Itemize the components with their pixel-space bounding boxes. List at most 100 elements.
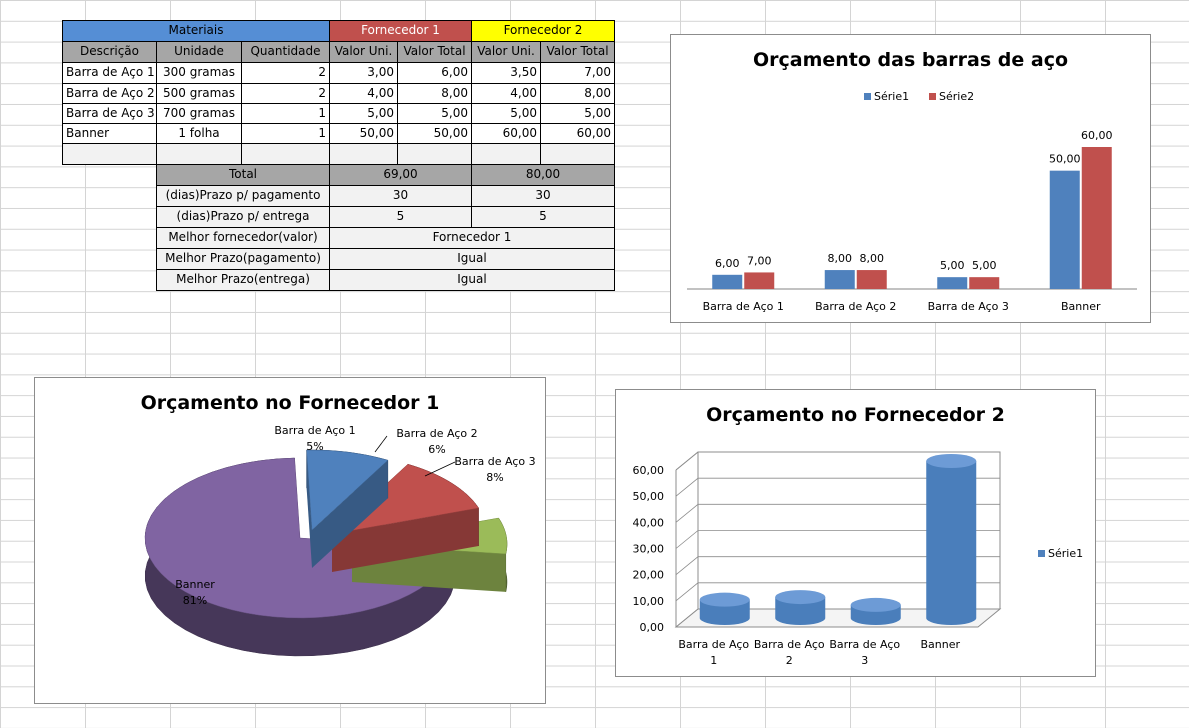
pie-slice-cut <box>332 508 479 572</box>
header-fornecedor2[interactable]: Fornecedor 2 <box>471 20 615 42</box>
data-label: 50,00 <box>1049 153 1081 166</box>
table-cell[interactable]: 5,00 <box>471 103 541 124</box>
legend-label: Série1 <box>1048 547 1083 560</box>
gridline <box>675 530 1000 549</box>
prazo-pagamento-f2[interactable]: 30 <box>471 185 615 207</box>
category-label: Barra de Aço 2 <box>815 300 896 313</box>
prazo-entrega-label[interactable]: (dias)Prazo p/ entrega <box>156 206 330 228</box>
table-cell[interactable]: 4,00 <box>471 83 541 104</box>
table-cell[interactable]: 8,00 <box>397 83 472 104</box>
column <box>699 599 750 625</box>
table-cell[interactable]: Banner <box>62 123 157 144</box>
category-label: 2 <box>786 654 793 667</box>
prazo-entrega-f1[interactable]: 5 <box>329 206 472 228</box>
leader-line <box>374 435 388 453</box>
column-top <box>850 597 901 612</box>
table-cell[interactable]: 500 gramas <box>156 83 242 104</box>
legend-swatch <box>1038 550 1045 557</box>
column-header[interactable]: Quantidade <box>241 41 330 63</box>
chart-orcamento-fornecedor2[interactable]: Orçamento no Fornecedor 2 0,00 10,00 20,00… <box>615 389 1096 677</box>
gridline <box>675 582 1000 602</box>
table-cell[interactable]: 1 <box>241 103 330 124</box>
table-cell[interactable]: 3,50 <box>471 62 541 84</box>
y-tick-label: 10,00 <box>633 595 665 608</box>
total-fornecedor1[interactable]: 69,00 <box>329 164 472 186</box>
table-cell[interactable]: 700 gramas <box>156 103 242 124</box>
table-cell[interactable]: 2 <box>241 83 330 104</box>
column-header[interactable]: Valor Uni. <box>471 41 541 63</box>
table-cell[interactable]: Barra de Aço 2 <box>62 83 157 104</box>
table-cell[interactable]: 3,00 <box>329 62 398 84</box>
y-tick-label: 20,00 <box>633 569 665 582</box>
melhor-prazo-entrega-value[interactable]: Igual <box>329 269 615 291</box>
category-label: Barra de Aço <box>829 638 900 651</box>
bar <box>1081 147 1112 289</box>
empty-cell[interactable] <box>241 143 330 165</box>
gridline <box>675 503 1000 523</box>
bar <box>856 270 887 289</box>
category-label: Barra de Aço <box>678 638 749 651</box>
table-cell[interactable]: 50,00 <box>397 123 472 144</box>
bar <box>824 270 855 289</box>
chart-orcamento-barras[interactable]: Orçamento das barras de aço Série1 Série2… <box>670 34 1151 323</box>
column-top <box>775 590 826 605</box>
y-tick-label: 50,00 <box>633 490 665 503</box>
empty-cell[interactable] <box>540 143 615 165</box>
table-cell[interactable]: 1 <box>241 123 330 144</box>
empty-cell[interactable] <box>471 143 541 165</box>
total-label[interactable]: Total <box>156 164 330 186</box>
pie-label-category: Banner <box>175 578 215 591</box>
empty-cell[interactable] <box>397 143 472 165</box>
prazo-entrega-f2[interactable]: 5 <box>471 206 615 228</box>
data-label: 6,00 <box>715 257 740 270</box>
empty-cell[interactable] <box>156 143 242 165</box>
empty-cell[interactable] <box>62 143 157 165</box>
chart-title: Orçamento das barras de aço <box>752 49 1069 71</box>
melhor-fornecedor-label[interactable]: Melhor fornecedor(valor) <box>156 227 330 249</box>
table-cell[interactable]: 6,00 <box>397 62 472 84</box>
melhor-prazo-pagamento-label[interactable]: Melhor Prazo(pagamento) <box>156 248 330 270</box>
table-cell[interactable]: 8,00 <box>540 83 615 104</box>
legend-swatch <box>864 93 871 100</box>
prazo-pagamento-label[interactable]: (dias)Prazo p/ pagamento <box>156 185 330 207</box>
category-label: Barra de Aço <box>754 638 825 651</box>
column-header[interactable]: Valor Total <box>397 41 472 63</box>
table-cell[interactable]: 5,00 <box>540 103 615 124</box>
column-header[interactable]: Valor Uni. <box>329 41 398 63</box>
header-fornecedor1[interactable]: Fornecedor 1 <box>329 20 472 42</box>
pie-label-percent: 5% <box>306 440 323 453</box>
pie-chart-svg: Barra de Aço 1 5% Barra de Aço 2 6% Barra de… <box>144 424 536 657</box>
column-header[interactable]: Descrição <box>62 41 157 63</box>
table-cell[interactable]: 4,00 <box>329 83 398 104</box>
header-materiais[interactable]: Materiais <box>62 20 330 42</box>
table-cell[interactable]: Barra de Aço 1 <box>62 62 157 84</box>
melhor-fornecedor-value[interactable]: Fornecedor 1 <box>329 227 615 249</box>
pie-label-category: Barra de Aço 2 <box>396 427 477 440</box>
table-cell[interactable]: 5,00 <box>397 103 472 124</box>
data-label: 5,00 <box>940 259 965 272</box>
table-cell[interactable]: 60,00 <box>471 123 541 144</box>
column-header[interactable]: Unidade <box>156 41 242 63</box>
table-cell[interactable]: 50,00 <box>329 123 398 144</box>
category-label: Banner <box>920 638 960 651</box>
table-cell[interactable]: 5,00 <box>329 103 398 124</box>
melhor-prazo-pagamento-value[interactable]: Igual <box>329 248 615 270</box>
total-fornecedor2[interactable]: 80,00 <box>471 164 615 186</box>
y-tick-label: 0,00 <box>640 621 665 634</box>
table-cell[interactable]: 300 gramas <box>156 62 242 84</box>
chart-orcamento-fornecedor1[interactable]: Orçamento no Fornecedor 1 Barra de Aço 1… <box>34 377 546 704</box>
table-cell[interactable]: Barra de Aço 3 <box>62 103 157 124</box>
data-label: 60,00 <box>1081 129 1113 142</box>
column-header[interactable]: Valor Total <box>540 41 615 63</box>
table-cell[interactable]: 7,00 <box>540 62 615 84</box>
melhor-prazo-entrega-label[interactable]: Melhor Prazo(entrega) <box>156 269 330 291</box>
table-cell[interactable]: 1 folha <box>156 123 242 144</box>
prazo-pagamento-f1[interactable]: 30 <box>329 185 472 207</box>
column-top <box>699 592 750 607</box>
legend-swatch <box>929 93 936 100</box>
empty-cell[interactable] <box>329 143 398 165</box>
column-chart-svg: 0,00 10,00 20,00 30,00 40,00 50,00 60,00 Barra … <box>633 451 1083 667</box>
table-cell[interactable]: 2 <box>241 62 330 84</box>
pie-label-category: Barra de Aço 3 <box>454 455 535 468</box>
table-cell[interactable]: 60,00 <box>540 123 615 144</box>
